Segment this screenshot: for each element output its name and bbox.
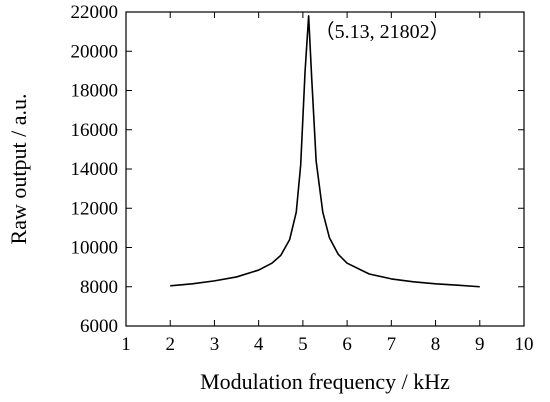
y-tick-label: 16000 <box>71 120 119 141</box>
y-tick-label: 20000 <box>71 41 119 62</box>
y-tick-label: 12000 <box>71 198 119 219</box>
x-tick-label: 2 <box>165 334 175 355</box>
x-tick-label: 1 <box>121 334 131 355</box>
series-line <box>170 15 480 288</box>
x-tick-label: 5 <box>298 334 308 355</box>
y-tick-label: 14000 <box>71 159 119 180</box>
ticks-layer <box>125 11 525 327</box>
peak-annotation: （5.13, 21802） <box>315 20 450 43</box>
x-tick-label: 3 <box>210 334 220 355</box>
x-tick-label: 7 <box>387 334 397 355</box>
plot-frame <box>125 11 525 327</box>
y-tick-label: 6000 <box>80 316 118 337</box>
x-axis-title: Modulation frequency / kHz <box>200 369 450 394</box>
y-tick-label: 22000 <box>71 2 119 23</box>
y-axis-title: Raw output / a.u. <box>6 94 31 245</box>
x-tick-label: 4 <box>254 334 264 355</box>
x-tick-label: 9 <box>475 334 485 355</box>
x-tick-label: 6 <box>342 334 352 355</box>
y-tick-label: 18000 <box>71 81 119 102</box>
y-tick-label: 8000 <box>80 277 118 298</box>
x-tick-label: 8 <box>431 334 441 355</box>
y-tick-label: 10000 <box>71 238 119 259</box>
x-tick-label: 10 <box>515 334 534 355</box>
labels-layer: 1 2 3 4 5 6 7 8 9 10 6000 8000 10000 12000 14000 16000 1… <box>71 2 534 355</box>
